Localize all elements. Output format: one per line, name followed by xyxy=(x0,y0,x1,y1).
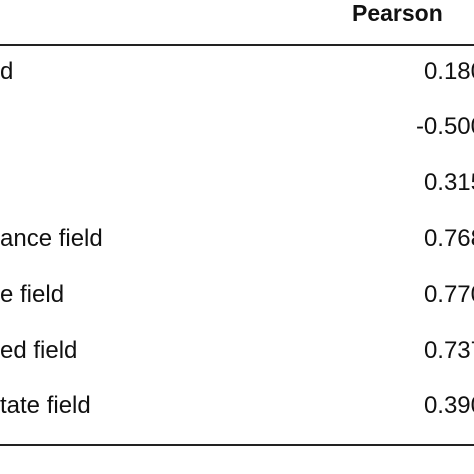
column-header-pearson: Pearson xyxy=(352,0,443,26)
row-label: ance field xyxy=(0,225,103,252)
table-row: e field 0.770 xyxy=(0,281,474,321)
row-label: ed field xyxy=(0,337,78,364)
table-row: -0.500 xyxy=(0,113,474,153)
table-row: 0.315 xyxy=(0,169,474,209)
top-rule xyxy=(0,44,474,46)
row-label: tate field xyxy=(0,392,91,419)
row-value: 0.180 xyxy=(423,58,474,85)
bottom-rule xyxy=(0,444,474,446)
table-row: tate field 0.390 xyxy=(0,392,474,432)
row-label: d xyxy=(0,58,14,85)
table-row: ance field 0.768 xyxy=(0,225,474,265)
row-value: 0.768 xyxy=(423,225,474,252)
row-value: -0.500 xyxy=(415,113,474,140)
table-row: ed field 0.737 xyxy=(0,337,474,377)
table-row: d 0.180 xyxy=(0,58,474,98)
row-value: 0.770 xyxy=(423,281,474,308)
row-value: 0.315 xyxy=(423,169,474,196)
row-value: 0.390 xyxy=(423,392,474,419)
row-label: e field xyxy=(0,281,65,308)
row-value: 0.737 xyxy=(423,337,474,364)
